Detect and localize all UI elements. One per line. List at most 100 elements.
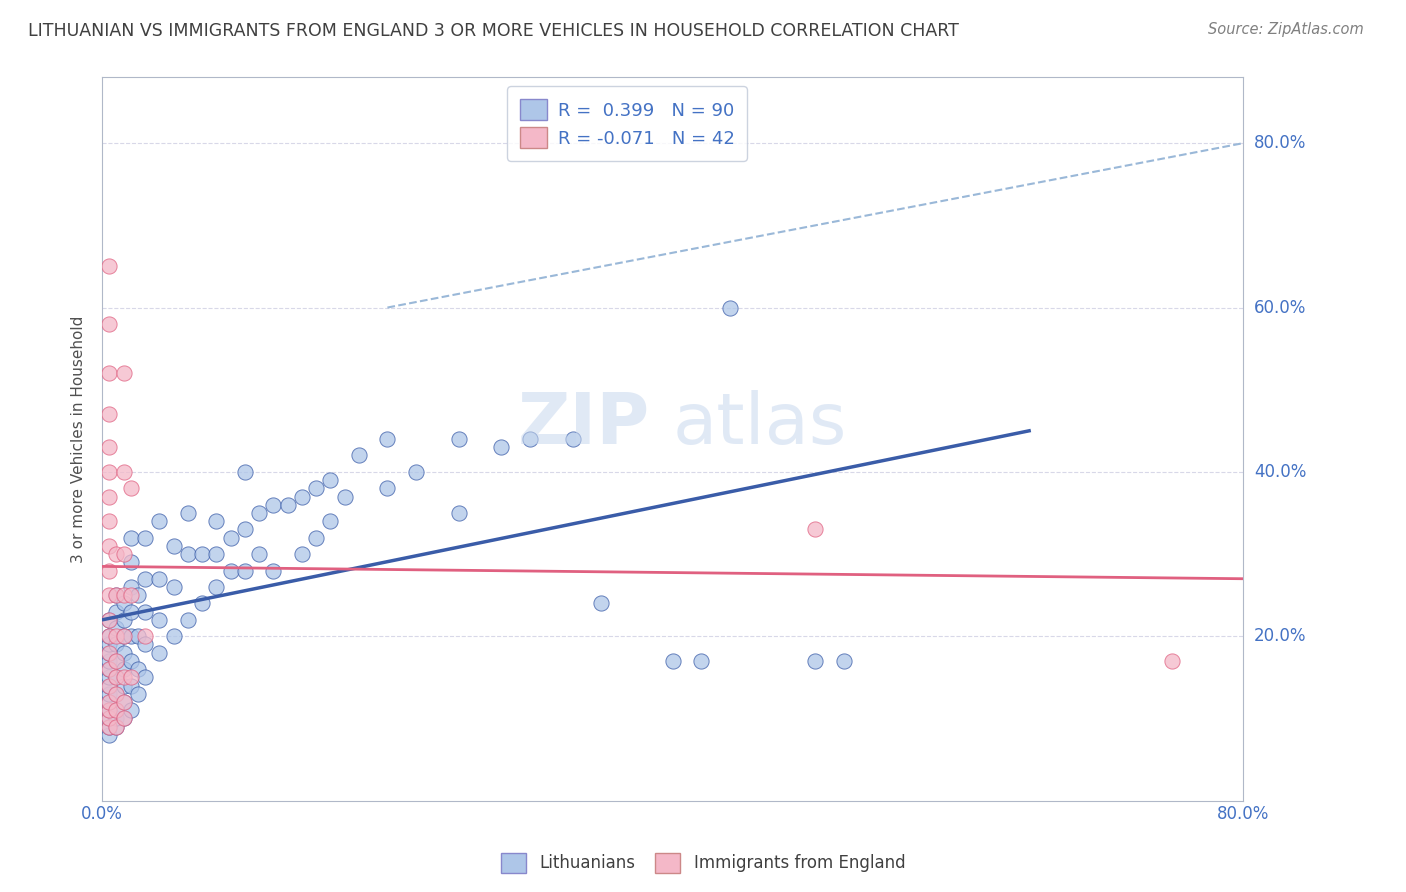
Point — [105, 621, 128, 635]
Point — [98, 514, 121, 528]
Point — [98, 440, 121, 454]
Point — [105, 605, 128, 619]
Point — [98, 629, 121, 643]
Point — [305, 531, 328, 545]
Point — [262, 564, 284, 578]
Point — [447, 506, 470, 520]
Point — [804, 523, 827, 537]
Point — [105, 687, 128, 701]
Point — [291, 547, 314, 561]
Point — [134, 670, 156, 684]
Point — [120, 531, 142, 545]
Point — [98, 662, 121, 676]
Point — [690, 654, 713, 668]
Point — [233, 564, 256, 578]
Point — [233, 465, 256, 479]
Point — [120, 605, 142, 619]
Point — [112, 613, 135, 627]
Point — [120, 654, 142, 668]
Point — [120, 679, 142, 693]
Point — [148, 646, 170, 660]
Point — [233, 523, 256, 537]
Point — [98, 408, 121, 422]
Y-axis label: 3 or more Vehicles in Household: 3 or more Vehicles in Household — [72, 316, 86, 563]
Point — [134, 572, 156, 586]
Text: 60.0%: 60.0% — [1254, 299, 1306, 317]
Point — [98, 695, 121, 709]
Point — [105, 720, 128, 734]
Point — [98, 654, 121, 668]
Point — [98, 670, 121, 684]
Point — [112, 596, 135, 610]
Point — [718, 301, 741, 315]
Point — [112, 629, 135, 643]
Point — [105, 703, 128, 717]
Point — [98, 490, 121, 504]
Point — [98, 260, 121, 274]
Point — [112, 547, 135, 561]
Text: Source: ZipAtlas.com: Source: ZipAtlas.com — [1208, 22, 1364, 37]
Point — [219, 564, 242, 578]
Point — [804, 654, 827, 668]
Point — [98, 588, 121, 602]
Point — [262, 498, 284, 512]
Point — [112, 670, 135, 684]
Point — [105, 588, 128, 602]
Point — [98, 703, 121, 717]
Point — [832, 654, 855, 668]
Point — [98, 646, 121, 660]
Point — [661, 654, 683, 668]
Point — [98, 720, 121, 734]
Point — [98, 662, 121, 676]
Point — [112, 711, 135, 725]
Point — [98, 728, 121, 742]
Point — [112, 646, 135, 660]
Point — [98, 366, 121, 380]
Point — [112, 679, 135, 693]
Point — [277, 498, 299, 512]
Point — [98, 613, 121, 627]
Point — [98, 465, 121, 479]
Point — [291, 490, 314, 504]
Point — [519, 432, 541, 446]
Point — [134, 605, 156, 619]
Point — [98, 720, 121, 734]
Point — [134, 629, 156, 643]
Point — [105, 654, 128, 668]
Point — [98, 646, 121, 660]
Text: 40.0%: 40.0% — [1254, 463, 1306, 481]
Point — [305, 481, 328, 495]
Point — [162, 539, 184, 553]
Text: LITHUANIAN VS IMMIGRANTS FROM ENGLAND 3 OR MORE VEHICLES IN HOUSEHOLD CORRELATIO: LITHUANIAN VS IMMIGRANTS FROM ENGLAND 3 … — [28, 22, 959, 40]
Point — [191, 596, 214, 610]
Point — [105, 638, 128, 652]
Point — [120, 555, 142, 569]
Point — [120, 580, 142, 594]
Point — [105, 720, 128, 734]
Point — [127, 662, 149, 676]
Point — [120, 481, 142, 495]
Point — [98, 539, 121, 553]
Point — [148, 572, 170, 586]
Point — [105, 629, 128, 643]
Point — [148, 514, 170, 528]
Point — [347, 449, 370, 463]
Point — [247, 506, 270, 520]
Point — [148, 613, 170, 627]
Point — [105, 547, 128, 561]
Point — [112, 629, 135, 643]
Point — [333, 490, 356, 504]
Point — [105, 687, 128, 701]
Point — [177, 613, 200, 627]
Point — [1160, 654, 1182, 668]
Point — [127, 629, 149, 643]
Point — [105, 588, 128, 602]
Point — [98, 613, 121, 627]
Point — [561, 432, 583, 446]
Point — [127, 588, 149, 602]
Point — [247, 547, 270, 561]
Point — [98, 629, 121, 643]
Legend: R =  0.399   N = 90, R = -0.071   N = 42: R = 0.399 N = 90, R = -0.071 N = 42 — [508, 87, 747, 161]
Point — [98, 679, 121, 693]
Point — [205, 547, 228, 561]
